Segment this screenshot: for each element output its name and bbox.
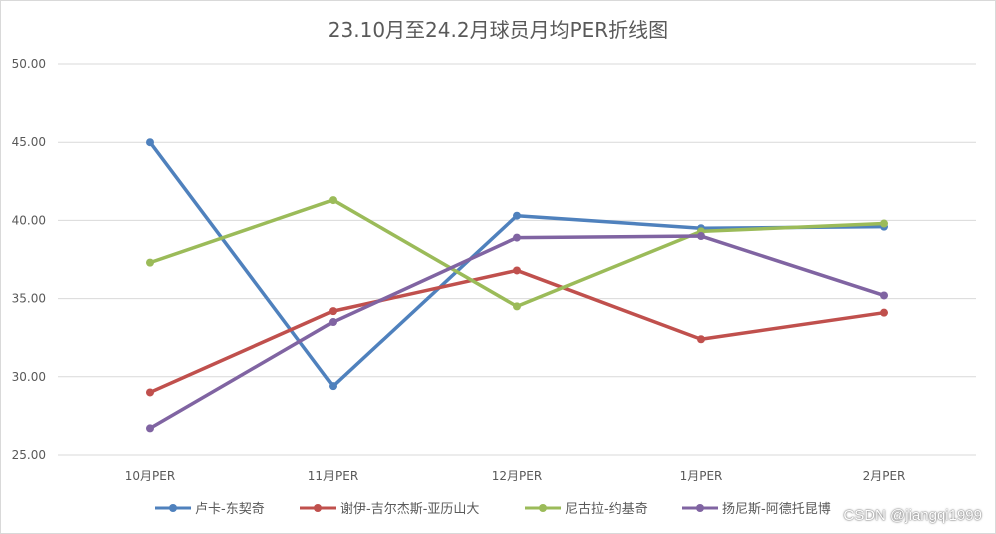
data-point <box>146 388 154 397</box>
y-tick-label: 45.00 <box>12 135 46 149</box>
legend-label: 卢卡-东契奇 <box>195 501 265 517</box>
data-point <box>697 232 705 241</box>
y-tick-label: 50.00 <box>12 57 46 71</box>
legend-label: 谢伊-吉尔杰斯-亚历山大 <box>340 501 479 517</box>
y-tick-label: 30.00 <box>12 370 46 384</box>
x-tick-label: 2月PER <box>863 469 906 483</box>
data-point <box>146 138 154 147</box>
data-point <box>697 335 705 344</box>
series-line <box>148 140 886 388</box>
data-point <box>329 196 337 205</box>
legend-label: 尼古拉-约基奇 <box>565 501 648 517</box>
data-point <box>329 307 337 316</box>
legend-marker <box>539 504 547 512</box>
legend-marker <box>314 504 322 512</box>
x-tick-label: 12月PER <box>492 469 542 483</box>
data-point <box>146 424 154 433</box>
watermark: CSDN @jiangqi1999 <box>843 507 982 524</box>
data-point <box>880 308 888 317</box>
y-tick-label: 40.00 <box>12 213 46 227</box>
y-tick-label: 35.00 <box>12 292 46 306</box>
chart-title: 23.10月至24.2月球员月均PER折线图 <box>327 18 669 42</box>
x-tick-label: 11月PER <box>308 469 358 483</box>
y-tick-label: 25.00 <box>12 448 46 462</box>
data-point <box>880 219 888 228</box>
data-point <box>513 233 521 242</box>
legend-label: 扬尼斯-阿德托昆博 <box>722 502 831 517</box>
data-point <box>329 318 337 327</box>
data-point <box>513 211 521 220</box>
data-point <box>880 291 888 300</box>
data-point <box>329 382 337 391</box>
data-point <box>513 266 521 275</box>
legend-marker <box>696 504 704 512</box>
x-tick-label: 10月PER <box>125 469 175 483</box>
series-line <box>148 234 886 431</box>
data-point <box>146 258 154 267</box>
legend-marker <box>169 504 177 512</box>
data-point <box>513 302 521 311</box>
x-tick-label: 1月PER <box>680 469 723 483</box>
